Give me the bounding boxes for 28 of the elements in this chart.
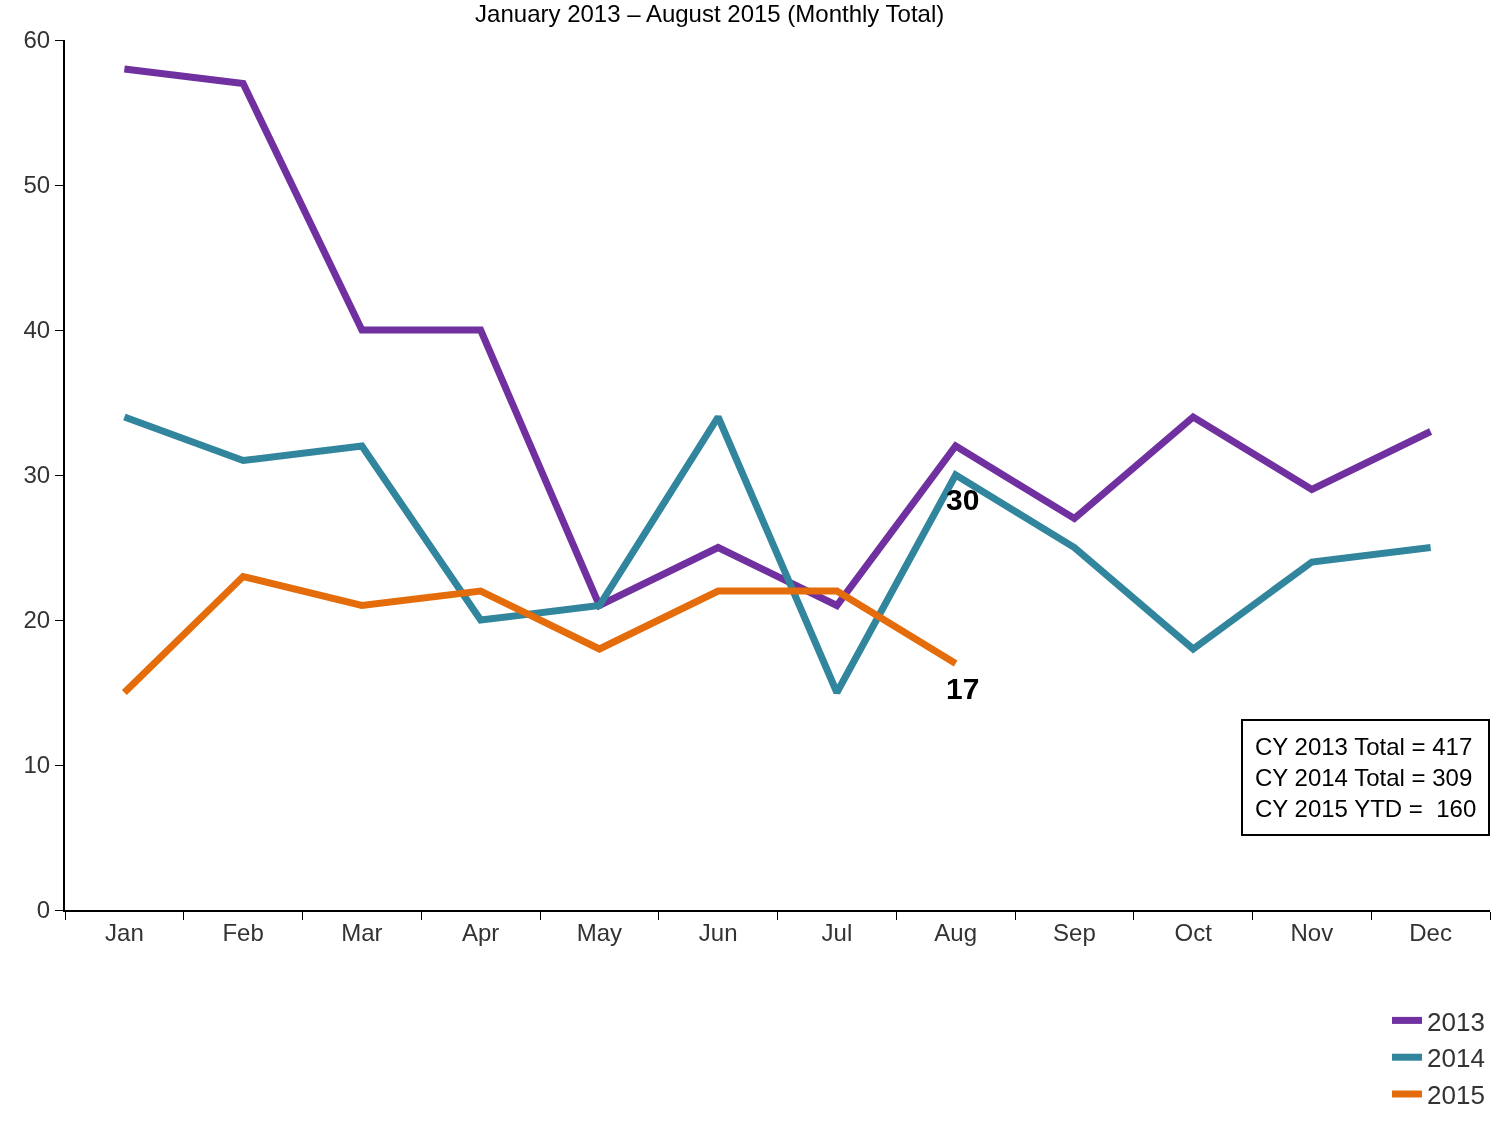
x-tick-label: Jun <box>698 918 738 946</box>
chart-title: January 2013 – August 2015 (Monthly Total) <box>475 0 945 28</box>
annotation: CY 2015 YTD = 160 <box>1255 795 1477 823</box>
y-tick-label: 60 <box>23 26 51 54</box>
y-tick-label: 10 <box>23 751 51 779</box>
annotation: 17 <box>946 672 980 705</box>
legend-label: 2014 <box>1427 1043 1485 1074</box>
x-tick-label: Jan <box>105 918 144 946</box>
annotation: CY 2014 Total = 309 <box>1255 764 1473 792</box>
y-tick-label: 40 <box>23 316 51 344</box>
x-tick-label: Oct <box>1174 918 1213 946</box>
x-tick-label: Nov <box>1290 918 1334 946</box>
x-tick-label: Feb <box>222 918 264 946</box>
y-tick-label: 50 <box>23 171 51 199</box>
x-tick-label: Aug <box>934 918 977 946</box>
legend-label: 2015 <box>1427 1080 1485 1111</box>
x-tick-label: Mar <box>341 918 383 946</box>
y-tick-label: 20 <box>23 606 51 634</box>
y-tick-label: 30 <box>23 461 51 489</box>
x-tick-label: May <box>576 918 623 946</box>
y-tick-label: 0 <box>36 896 51 924</box>
annotation: 30 <box>946 483 980 516</box>
x-tick-label: Dec <box>1409 918 1452 946</box>
annotation: CY 2013 Total = 417 <box>1255 733 1473 760</box>
x-tick-label: Jul <box>821 918 853 946</box>
x-tick-label: Sep <box>1053 918 1096 946</box>
legend-label: 2013 <box>1427 1006 1485 1037</box>
x-tick-label: Apr <box>461 918 500 946</box>
